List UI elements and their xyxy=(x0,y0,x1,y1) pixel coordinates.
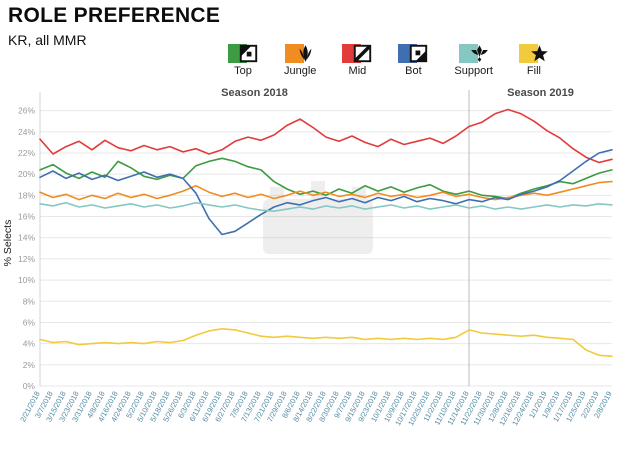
legend-item-fill: Fill xyxy=(518,42,549,77)
legend-label-jungle: Jungle xyxy=(284,65,317,77)
fill-color-swatch xyxy=(518,43,538,63)
y-tick-label: 0% xyxy=(23,381,36,391)
chart-area: 0% 2% 4% 6% 8% 10% 12% 14% 16% 18% 20% 22% 24% 26% Sea… xyxy=(0,86,630,456)
chart-svg: 0% 2% 4% 6% 8% 10% 12% 14% 16% 18% 20% 22% 24% 26% Sea… xyxy=(2,87,614,427)
x-axis-labels: 2/21/20183/7/20183/15/20183/23/20183/31/… xyxy=(18,390,614,427)
y-tick-label: 6% xyxy=(23,317,36,327)
top-role-icon xyxy=(239,44,258,63)
legend-label-fill: Fill xyxy=(526,65,541,77)
legend-glyph-fill xyxy=(518,42,549,64)
support-color-swatch xyxy=(458,43,478,63)
y-axis-title: % Selects xyxy=(2,220,14,267)
legend-item-top: Top xyxy=(228,42,258,77)
chart-legend: Top Jungle Mid xyxy=(228,42,549,77)
legend-item-support: Support xyxy=(454,42,493,77)
jungle-role-icon xyxy=(296,44,315,63)
legend-label-mid: Mid xyxy=(348,65,367,77)
mid-role-icon xyxy=(353,44,372,63)
season-2019-label: Season 2019 xyxy=(507,87,574,99)
y-tick-label: 18% xyxy=(18,190,35,200)
legend-label-support: Support xyxy=(454,65,493,77)
legend-item-mid: Mid xyxy=(342,42,372,77)
jungle-color-swatch xyxy=(285,43,305,63)
legend-label-top: Top xyxy=(234,65,252,77)
series-line-support xyxy=(39,201,613,212)
y-tick-label: 14% xyxy=(18,233,35,243)
legend-label-bot: Bot xyxy=(405,65,422,77)
support-role-icon xyxy=(470,44,489,63)
legend-glyph-top xyxy=(228,42,258,64)
y-tick-label: 16% xyxy=(18,212,35,222)
series-line-mid xyxy=(39,108,613,164)
page-subtitle: KR, all MMR xyxy=(8,32,87,48)
series-line-fill xyxy=(39,328,613,358)
y-tick-label: 26% xyxy=(18,106,35,116)
legend-glyph-support xyxy=(458,42,489,64)
series-line-bot xyxy=(39,149,613,236)
fill-role-icon xyxy=(530,44,549,63)
legend-glyph-jungle xyxy=(285,42,315,64)
legend-item-jungle: Jungle xyxy=(284,42,316,77)
chart-header: ROLE PREFERENCE KR, all MMR xyxy=(8,4,220,48)
page-title: ROLE PREFERENCE xyxy=(8,4,221,27)
y-tick-label: 20% xyxy=(18,169,35,179)
y-tick-label: 24% xyxy=(18,127,35,137)
y-tick-label: 8% xyxy=(23,296,36,306)
bot-role-icon xyxy=(409,44,428,63)
legend-glyph-bot xyxy=(398,42,428,64)
y-tick-label: 10% xyxy=(18,275,35,285)
series-line-top xyxy=(39,157,613,200)
y-tick-label: 12% xyxy=(18,254,35,264)
season-2018-label: Season 2018 xyxy=(221,87,288,99)
y-tick-label: 22% xyxy=(18,148,35,158)
legend-glyph-mid xyxy=(342,42,372,64)
legend-item-bot: Bot xyxy=(398,42,428,77)
y-tick-label: 4% xyxy=(23,339,36,349)
y-tick-label: 2% xyxy=(23,360,36,370)
